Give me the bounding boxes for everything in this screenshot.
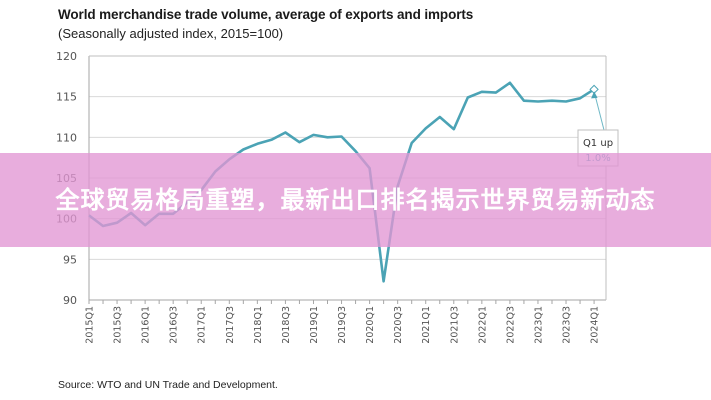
x-tick-label: 2016Q1 [141, 306, 152, 344]
y-tick-label: 90 [63, 294, 77, 307]
y-tick-label: 95 [63, 253, 77, 266]
annotation-label: Q1 up [583, 138, 613, 149]
annotation-arrowhead [591, 91, 598, 99]
chart-subtitle: (Seasonally adjusted index, 2015=100) [58, 26, 284, 41]
source-note: Source: WTO and UN Trade and Development… [58, 379, 278, 391]
headline-text: 全球贸易格局重塑，最新出口排名揭示世界贸易新动态 [55, 185, 656, 214]
x-tick-label: 2020Q1 [365, 306, 376, 344]
y-tick-label: 120 [56, 50, 77, 63]
x-tick-label: 2023Q1 [533, 306, 544, 344]
x-tick-label: 2022Q1 [477, 306, 488, 344]
y-tick-label: 115 [56, 91, 77, 104]
x-tick-label: 2024Q1 [590, 306, 601, 344]
x-tick-label: 2019Q3 [337, 306, 348, 344]
x-tick-label: 2015Q1 [85, 306, 96, 344]
x-tick-label: 2019Q1 [309, 306, 320, 344]
x-tick-label: 2018Q1 [253, 306, 264, 344]
x-tick-label: 2020Q3 [393, 306, 404, 344]
x-tick-label: 2021Q3 [449, 306, 460, 344]
chart-title: World merchandise trade volume, average … [58, 7, 474, 22]
x-axis-ticks: 2015Q1 2015Q3 2016Q1 2016Q3 2017Q1 2017Q3 2018… [85, 300, 601, 344]
x-tick-label: 2015Q3 [113, 306, 124, 344]
annotation-arrow [594, 93, 605, 131]
x-tick-label: 2017Q3 [225, 306, 236, 344]
x-tick-label: 2021Q1 [421, 306, 432, 344]
x-tick-label: 2016Q3 [169, 306, 180, 344]
x-tick-label: 2018Q3 [281, 306, 292, 344]
headline-banner: 全球贸易格局重塑，最新出口排名揭示世界贸易新动态 [0, 153, 711, 247]
y-tick-label: 110 [56, 131, 77, 144]
x-tick-label: 2023Q3 [562, 306, 573, 344]
x-tick-label: 2017Q1 [197, 306, 208, 344]
x-tick-label: 2022Q3 [505, 306, 516, 344]
